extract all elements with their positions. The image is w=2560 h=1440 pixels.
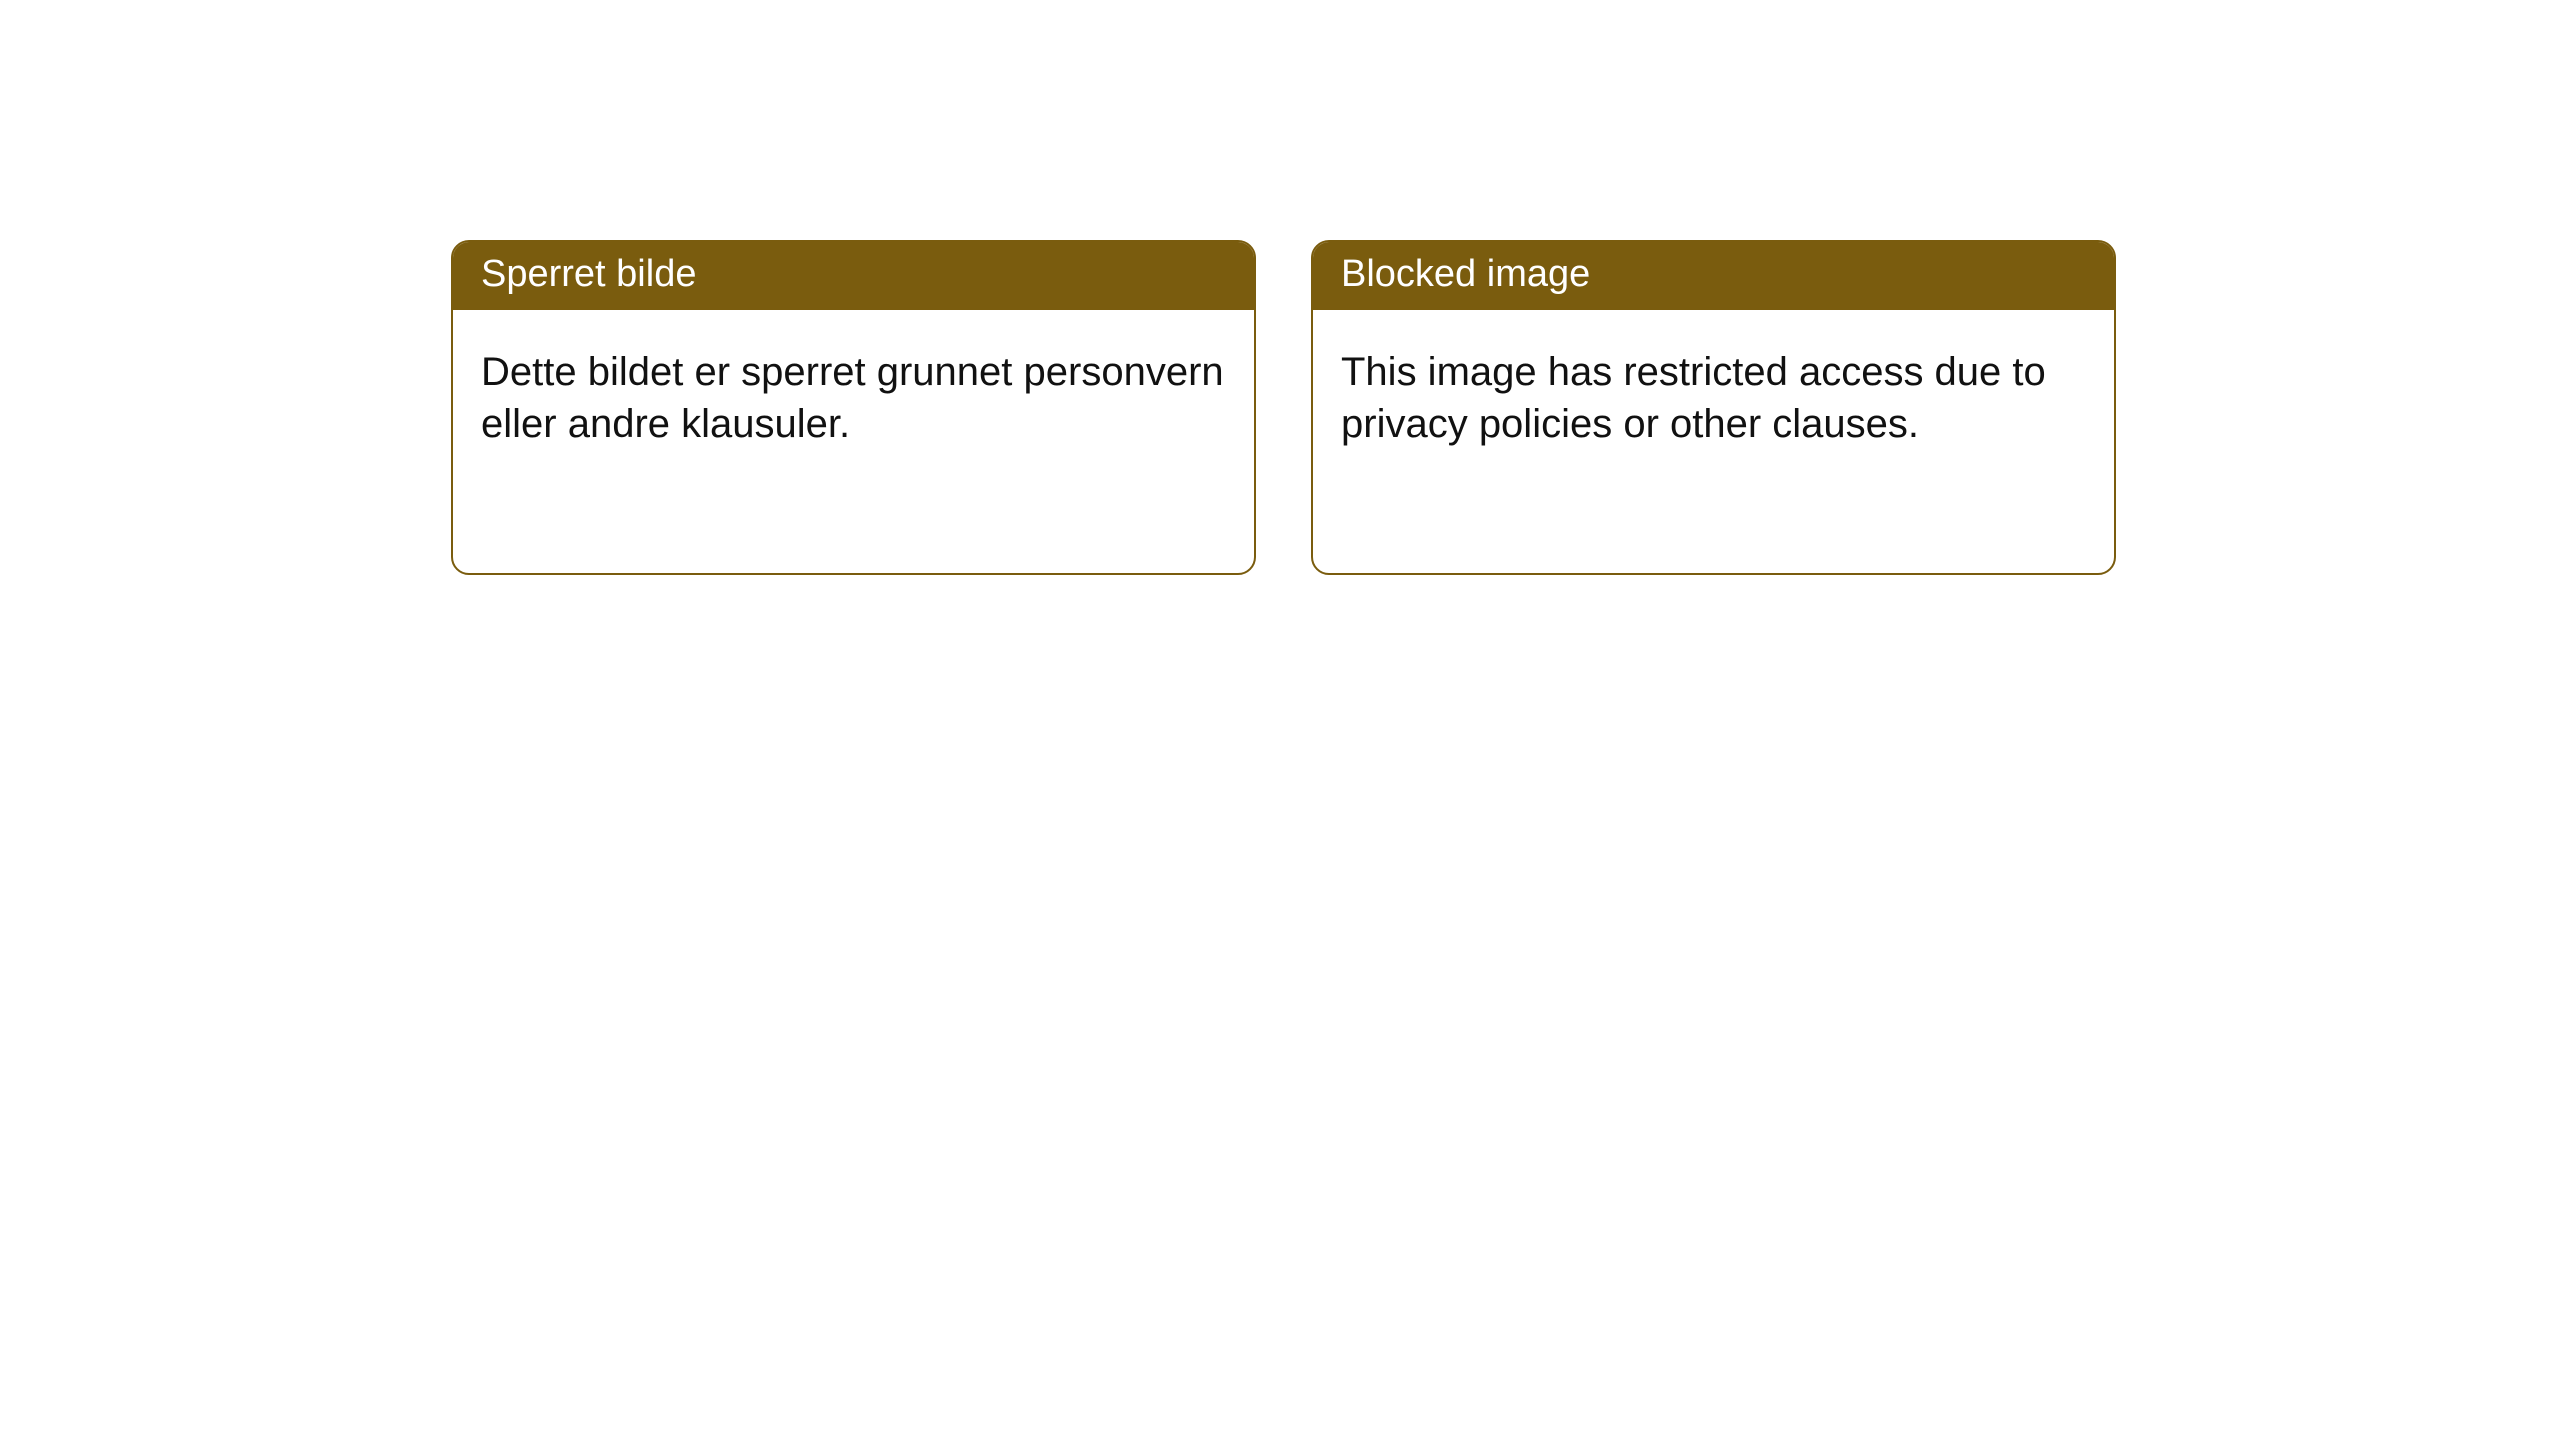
notice-title-norwegian: Sperret bilde	[453, 242, 1254, 310]
notice-body-norwegian: Dette bildet er sperret grunnet personve…	[453, 310, 1254, 478]
notice-card-norwegian: Sperret bilde Dette bildet er sperret gr…	[451, 240, 1256, 575]
notice-card-english: Blocked image This image has restricted …	[1311, 240, 2116, 575]
notice-container: Sperret bilde Dette bildet er sperret gr…	[451, 240, 2116, 575]
notice-body-english: This image has restricted access due to …	[1313, 310, 2114, 478]
notice-title-english: Blocked image	[1313, 242, 2114, 310]
